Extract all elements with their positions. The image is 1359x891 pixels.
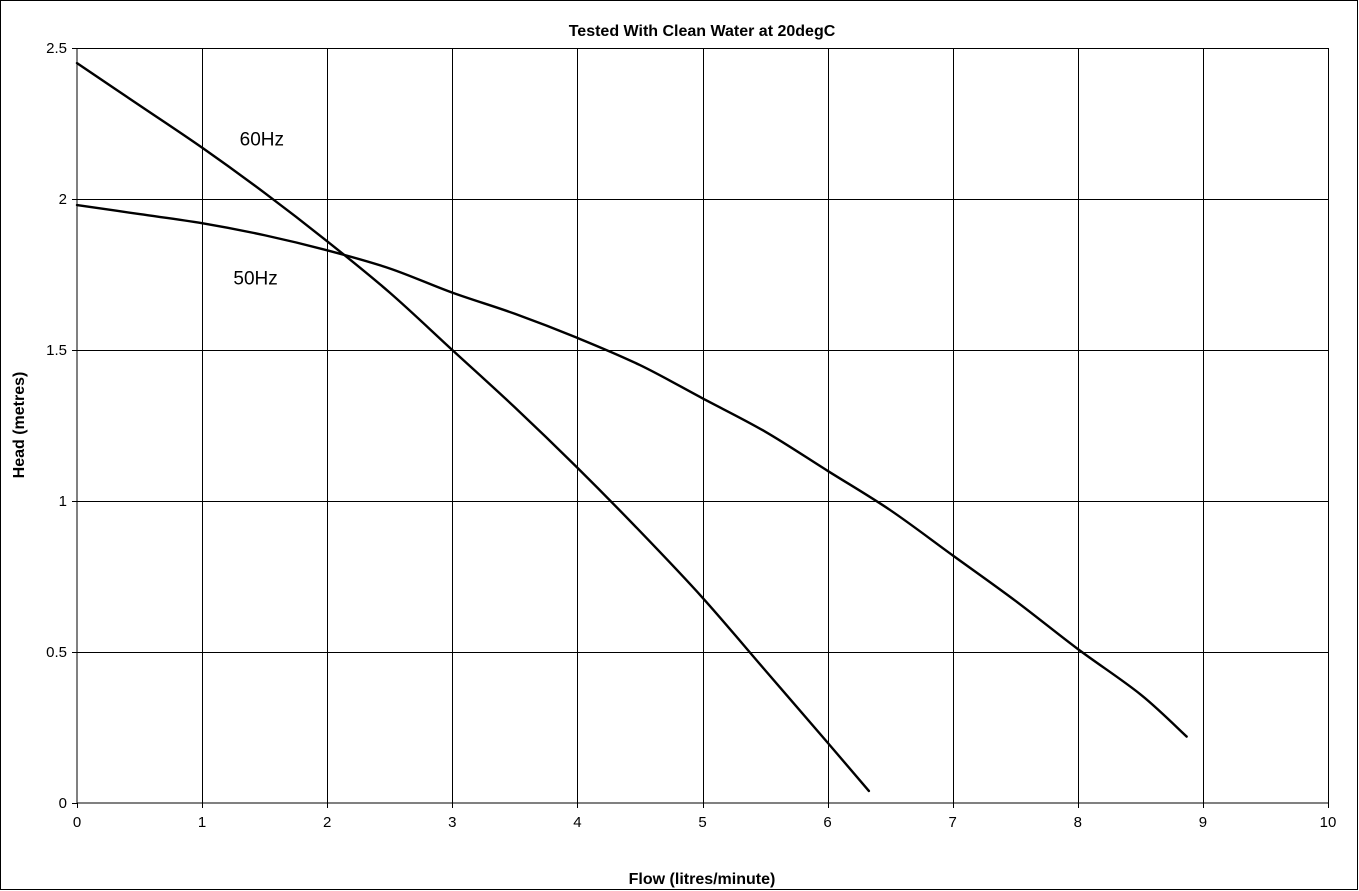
y-tick-label: 2 [59, 191, 67, 208]
x-tick-label: 10 [1320, 814, 1337, 831]
y-tick-label: 1.5 [46, 342, 67, 359]
x-tick-label: 1 [198, 814, 206, 831]
chart-title: Tested With Clean Water at 20degC [569, 23, 836, 40]
x-axis-title: Flow (litres/minute) [629, 871, 776, 888]
y-tick-label: 1 [59, 493, 67, 510]
x-tick-label: 8 [1074, 814, 1082, 831]
plot-area [77, 48, 1328, 803]
series [75, 61, 1188, 793]
x-tick-label: 5 [698, 814, 706, 831]
grid-lines [77, 48, 1329, 803]
x-tick-label: 7 [949, 814, 957, 831]
x-tick-label: 9 [1199, 814, 1207, 831]
y-tick-label: 0 [59, 795, 67, 812]
series-labels: 60Hz 50Hz [233, 130, 284, 290]
y-tick-label: 0.5 [46, 644, 67, 661]
series-line-50hz [75, 203, 1188, 738]
series-label-60hz: 60Hz [240, 130, 284, 151]
x-tick-label: 4 [573, 814, 581, 831]
series-label-50hz: 50Hz [233, 269, 277, 290]
x-tick-label: 2 [323, 814, 331, 831]
y-axis-title: Head (metres) [11, 372, 28, 479]
series-line-60hz [75, 61, 871, 793]
axes [76, 48, 1328, 804]
x-tick-label: 3 [448, 814, 456, 831]
y-tick-label: 2.5 [46, 40, 67, 57]
tick-labels: 0 1 2 3 4 5 6 7 8 9 10 0 0.5 1 1.5 2 2.5 [46, 40, 1336, 831]
x-tick-label: 6 [823, 814, 831, 831]
x-tick-label: 0 [73, 814, 81, 831]
